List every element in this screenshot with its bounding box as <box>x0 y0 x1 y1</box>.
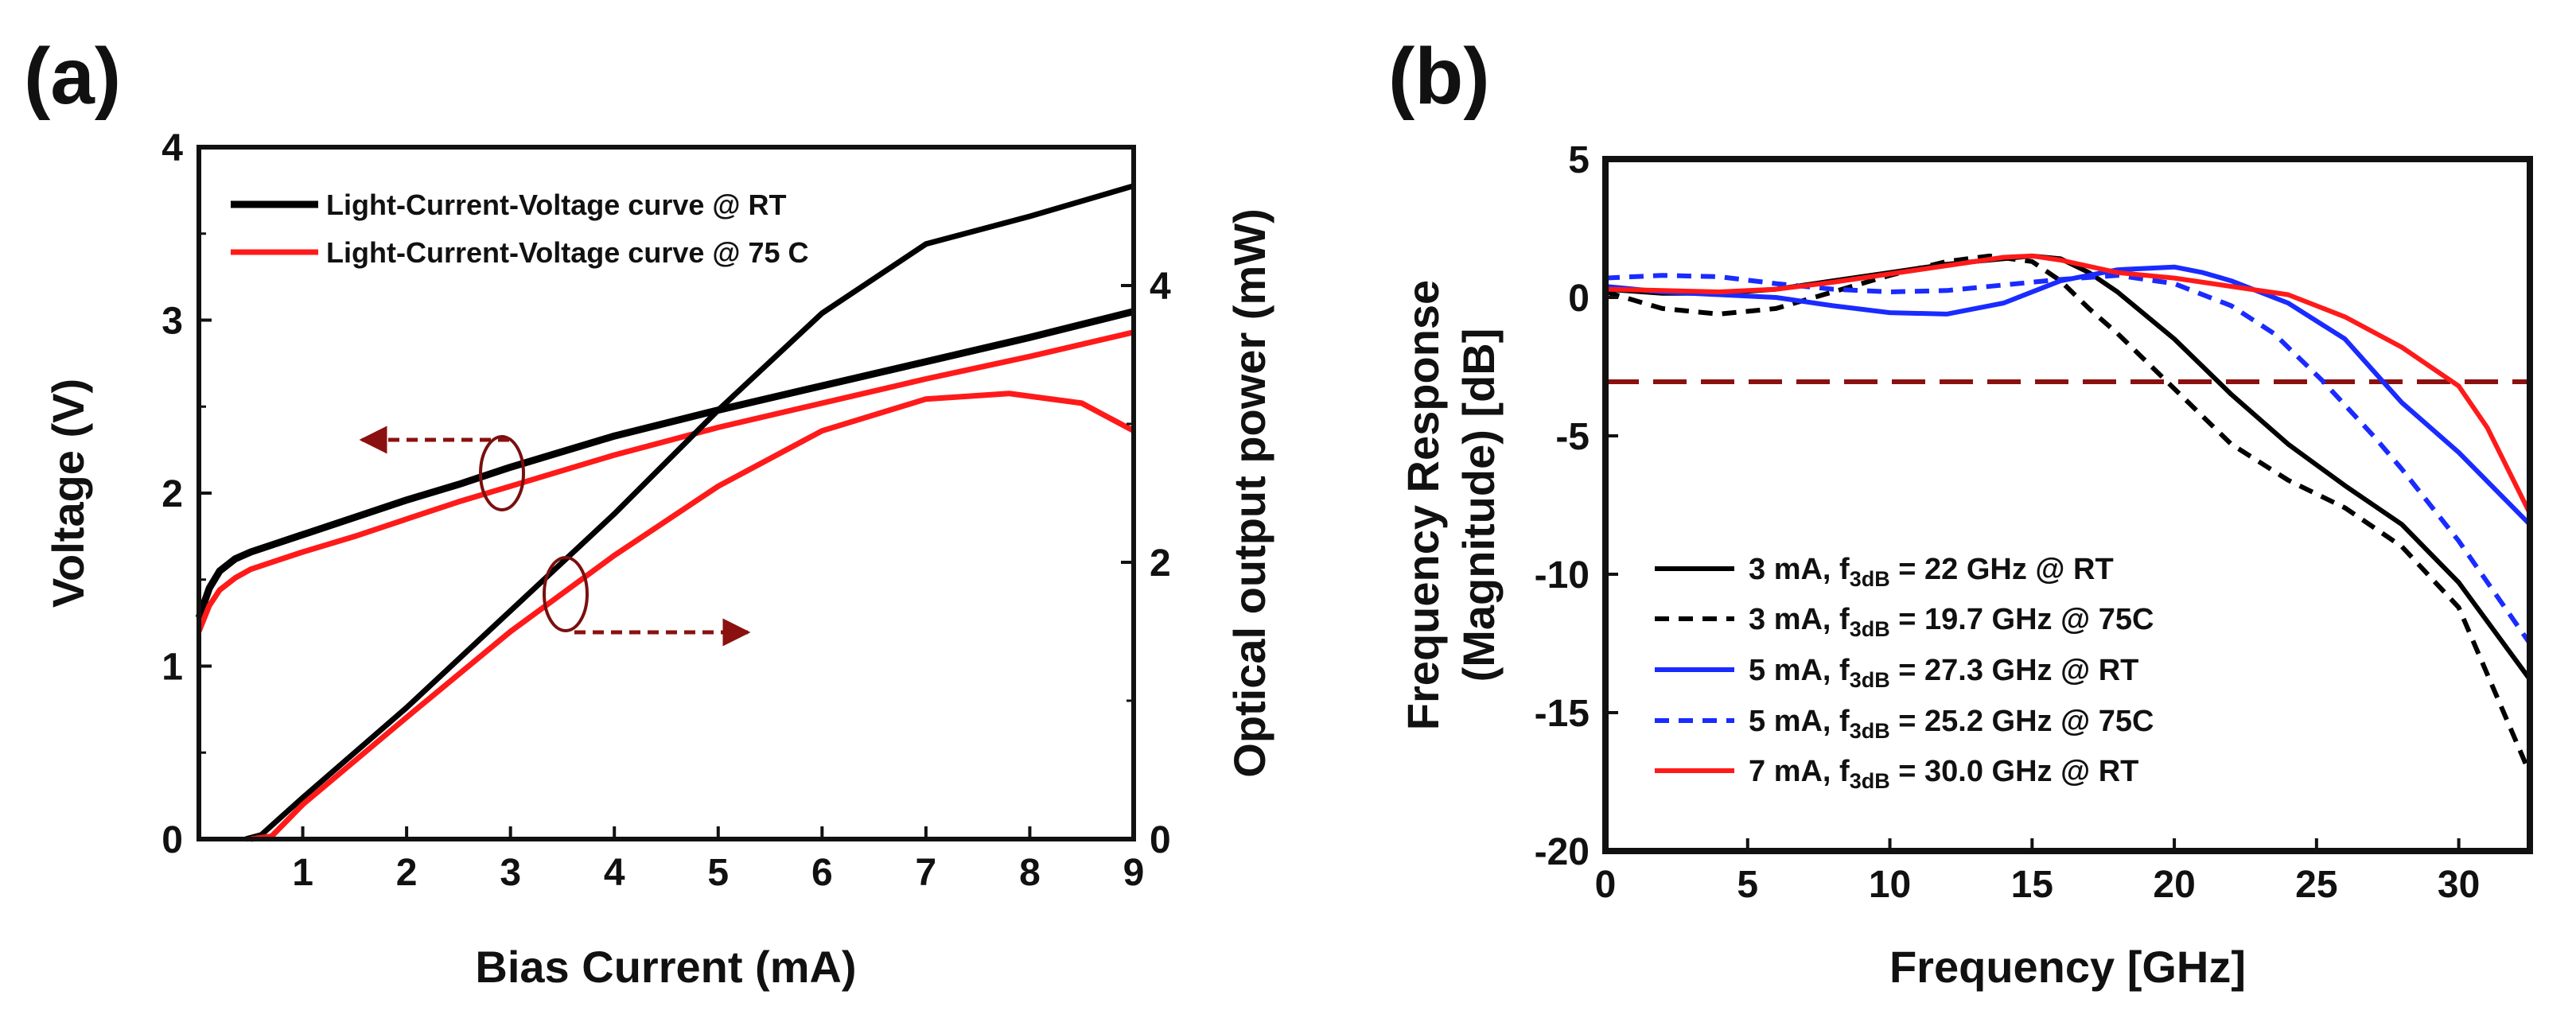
legend-b-label-4: 5 mA, f3dB = 25.2 GHz @ 75C <box>1749 705 2154 743</box>
y-tick-label-a-0: 0 <box>161 819 183 861</box>
x-tick-label-a-7: 7 <box>916 852 937 894</box>
series-a-3 <box>244 183 1134 842</box>
x-tick-label-b-0: 0 <box>1595 864 1617 906</box>
annotation-ellipse-voltage <box>479 435 525 511</box>
y-tick-label-a-3: 3 <box>161 301 183 343</box>
y-tick-label-b--5: -5 <box>1555 416 1590 458</box>
x-tick-label-a-2: 2 <box>396 852 418 894</box>
annotation-ellipse-power <box>543 556 589 632</box>
y2-tick-label-a-4: 4 <box>1150 266 1171 308</box>
panel-b-y-label-line1: Frequency Response <box>1398 280 1448 730</box>
panel-a-curves <box>195 183 1135 842</box>
legend-b-label-1: 3 mA, f3dB = 22 GHz @ RT <box>1749 553 2114 591</box>
y-tick-label-b--10: -10 <box>1535 554 1590 597</box>
y-tick-label-b-5: 5 <box>1568 139 1590 181</box>
panel-a-minor-ticks <box>199 232 1134 754</box>
x-tick-label-a-3: 3 <box>500 852 521 894</box>
x-tick-label-a-8: 8 <box>1019 852 1041 894</box>
legend-b-label-3: 5 mA, f3dB = 27.3 GHz @ RT <box>1749 654 2138 692</box>
legend-a-label-rt: Light-Current-Voltage curve @ RT <box>326 188 786 221</box>
panel-b-x-ticks: 0 5 10 15 20 25 30 <box>1595 838 2480 906</box>
series-b-5 <box>1605 253 2532 515</box>
series-a-4 <box>250 391 1135 842</box>
series-a-1 <box>195 308 1135 620</box>
y-tick-label-a-1: 1 <box>161 647 183 689</box>
x-tick-label-b-15: 15 <box>2011 864 2053 906</box>
legend-b-label-2: 3 mA, f3dB = 19.7 GHz @ 75C <box>1749 603 2154 641</box>
y-tick-label-a-4: 4 <box>161 127 183 169</box>
x-tick-label-a-6: 6 <box>811 852 833 894</box>
panel-b-x-label: Frequency [GHz] <box>1889 942 2246 992</box>
panel-a-y2-label: Optical output power (mW) <box>1224 208 1274 777</box>
panel-a-y2-ticks: 0 2 4 <box>1121 266 1171 861</box>
x-tick-label-a-4: 4 <box>604 852 625 894</box>
panel-b-y-ticks: 5 0 -5 -10 -15 -20 <box>1535 139 1618 873</box>
panel-a-label: (a) <box>24 32 121 121</box>
panel-a-y-label: Voltage (V) <box>43 379 93 608</box>
panel-a: (a) 1 2 3 4 5 6 7 8 9 0 1 2 3 4 0 2 4 Bias Current (mA… <box>24 32 1274 992</box>
x-tick-label-b-20: 20 <box>2153 864 2195 906</box>
y-tick-label-b--20: -20 <box>1535 831 1590 873</box>
x-tick-label-b-10: 10 <box>1869 864 1911 906</box>
x-tick-label-a-1: 1 <box>292 852 313 894</box>
x-tick-label-b-30: 30 <box>2438 864 2480 906</box>
panel-a-x-ticks: 1 2 3 4 5 6 7 8 9 <box>292 826 1144 894</box>
x-tick-label-b-5: 5 <box>1737 864 1758 906</box>
y-tick-label-b-0: 0 <box>1568 278 1590 320</box>
y2-tick-label-a-2: 2 <box>1150 542 1171 585</box>
panel-a-y-ticks: 0 1 2 3 4 <box>161 127 212 861</box>
panel-b-curves <box>1605 253 2532 775</box>
y-tick-label-a-2: 2 <box>161 473 183 515</box>
legend-a-label-75c: Light-Current-Voltage curve @ 75 C <box>326 236 809 269</box>
panel-a-x-label: Bias Current (mA) <box>475 942 856 992</box>
legend-b-label-5: 7 mA, f3dB = 30.0 GHz @ RT <box>1749 755 2138 793</box>
panel-b-y-label-line2: (Magnitude) [dB] <box>1453 328 1504 682</box>
x-tick-label-b-25: 25 <box>2295 864 2337 906</box>
y-tick-label-b--15: -15 <box>1535 693 1590 735</box>
panel-b-frame <box>1602 156 2533 854</box>
x-tick-label-a-5: 5 <box>707 852 729 894</box>
panel-a-legend: Light-Current-Voltage curve @ RT Light-C… <box>231 188 809 269</box>
panel-b: (b) 0 5 10 15 20 25 30 5 0 -5 -10 -15 -20 Frequency… <box>1388 32 2533 992</box>
y2-tick-label-a-0: 0 <box>1150 819 1171 861</box>
series-b-3 <box>1605 264 2532 527</box>
panel-b-legend: 3 mA, f3dB = 22 GHz @ RT 3 mA, f3dB = 19… <box>1655 553 2154 793</box>
series-b-4 <box>1605 273 2532 645</box>
series-a-2 <box>196 329 1134 633</box>
panel-a-annotations <box>359 426 751 647</box>
series-b-2 <box>1605 253 2532 775</box>
panel-b-label: (b) <box>1388 32 1490 121</box>
x-tick-label-a-9: 9 <box>1123 852 1145 894</box>
